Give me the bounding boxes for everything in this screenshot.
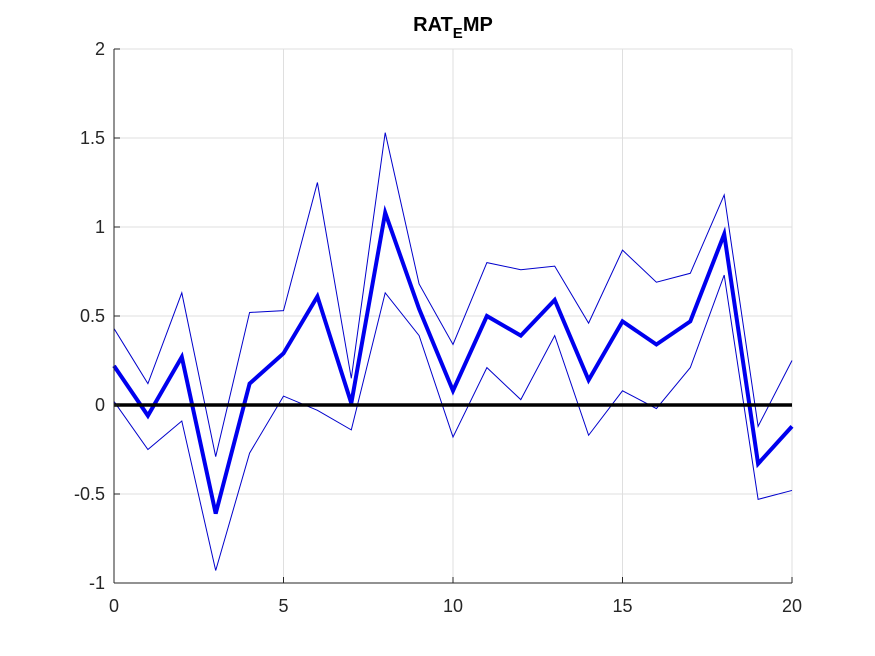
series-line-upper xyxy=(113,132,793,457)
y-tick-label: -0.5 xyxy=(74,484,105,504)
title-subscript: E xyxy=(453,25,463,42)
y-tick-label: 1 xyxy=(95,217,105,237)
x-tick-label: 20 xyxy=(782,596,802,616)
y-tick-label: -1 xyxy=(89,573,105,593)
chart-title: RATEMP xyxy=(413,14,493,42)
x-tick-label: 5 xyxy=(278,596,288,616)
y-tick-label: 2 xyxy=(95,39,105,59)
y-tick-label: 0.5 xyxy=(80,306,105,326)
series-line-median xyxy=(112,204,794,515)
title-main: RAT xyxy=(413,14,453,36)
tick-labels: 0 5 10 15 20 -1 -0.5 0 0.5 1 1.5 2 xyxy=(74,39,802,616)
axes xyxy=(113,48,793,584)
y-tick-label: 1.5 xyxy=(80,128,105,148)
series-group xyxy=(112,132,794,571)
series-line-lower xyxy=(113,274,793,571)
x-tick-label: 0 xyxy=(109,596,119,616)
y-tick-label: 0 xyxy=(95,395,105,415)
x-tick-label: 15 xyxy=(612,596,632,616)
x-tick-label: 10 xyxy=(443,596,463,616)
title-suffix: MP xyxy=(463,14,493,36)
